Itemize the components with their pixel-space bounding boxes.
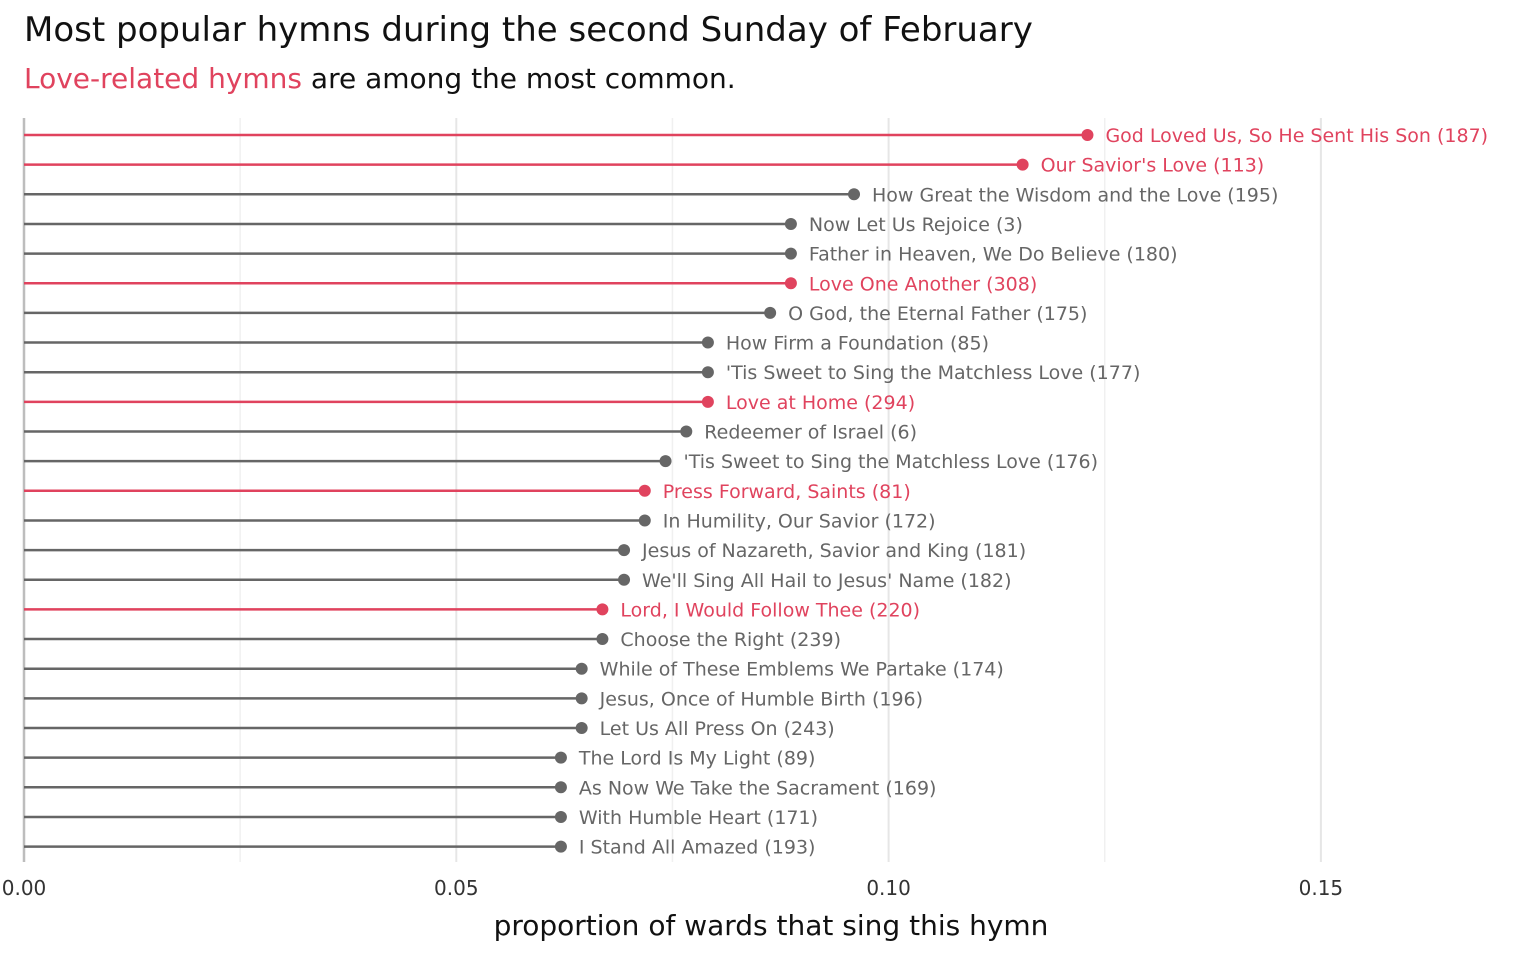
hymn-label: Love One Another (308) — [809, 273, 1037, 295]
subtitle-highlight: Love-related hymns — [24, 62, 303, 95]
lollipop-point — [596, 603, 609, 616]
hymn-label: Choose the Right (239) — [620, 629, 841, 651]
lollipop-point — [554, 810, 567, 823]
x-tick-label: 0.00 — [2, 876, 47, 900]
lollipop-point — [701, 366, 714, 379]
lollipop-point — [618, 573, 631, 586]
hymn-label: Our Savior's Love (113) — [1041, 155, 1265, 177]
lollipop-point — [575, 692, 588, 705]
chart-subtitle: Love-related hymns are among the most co… — [24, 62, 736, 95]
lollipop-point — [701, 336, 714, 349]
lollipop-point — [638, 484, 651, 497]
chart-title: Most popular hymns during the second Sun… — [24, 10, 1033, 50]
hymn-label: Redeemer of Israel (6) — [704, 422, 917, 444]
hymn-label: Jesus of Nazareth, Savior and King (181) — [641, 540, 1026, 562]
x-tick-label: 0.15 — [1299, 876, 1344, 900]
lollipop-point — [554, 781, 567, 794]
hymn-label: O God, the Eternal Father (175) — [788, 303, 1087, 325]
x-axis-title: proportion of wards that sing this hymn — [494, 909, 1049, 942]
lollipop-point — [784, 277, 797, 290]
hymn-label: Now Let Us Rejoice (3) — [809, 214, 1023, 236]
hymn-label: I Stand All Amazed (193) — [579, 837, 816, 859]
lollipop-point — [764, 306, 777, 319]
lollipop-point — [638, 514, 651, 527]
lollipop-point — [680, 425, 693, 438]
lollipop-point — [848, 188, 861, 201]
lollipop-point — [701, 395, 714, 408]
hymn-label: As Now We Take the Sacrament (169) — [579, 777, 937, 799]
x-axis: 0.00 0.05 0.10 0.15 — [2, 876, 1343, 900]
lollipop-point — [1081, 129, 1094, 141]
hymn-label: How Great the Wisdom and the Love (195) — [872, 184, 1278, 206]
hymn-label: How Firm a Foundation (85) — [726, 333, 989, 355]
hymn-label: Press Forward, Saints (81) — [663, 481, 911, 503]
lollipop-point — [784, 217, 797, 230]
lollipop-point — [554, 751, 567, 764]
hymn-label: We'll Sing All Hail to Jesus' Name (182) — [642, 570, 1011, 592]
lollipop-point — [575, 722, 588, 734]
hymn-label: Father in Heaven, We Do Believe (180) — [809, 244, 1178, 266]
hymn-label: Love at Home (294) — [726, 392, 915, 414]
x-tick-label: 0.10 — [866, 876, 911, 900]
x-tick-label: 0.05 — [434, 876, 479, 900]
hymn-label: The Lord Is My Light (89) — [578, 748, 816, 770]
lollipop-point — [554, 840, 567, 853]
hymn-label: 'Tis Sweet to Sing the Matchless Love (1… — [684, 451, 1098, 473]
hymn-label: Let Us All Press On (243) — [600, 718, 835, 740]
lollipop-point — [784, 247, 797, 260]
lollipop-point — [1016, 158, 1029, 171]
hymn-label: With Humble Heart (171) — [579, 807, 818, 829]
lollipop-point — [596, 633, 609, 646]
hymn-label: In Humility, Our Savior (172) — [663, 510, 936, 532]
hymn-label: Lord, I Would Follow Thee (220) — [620, 599, 920, 621]
chart-marks: God Loved Us, So He Sent His Son (187) Ou… — [24, 125, 1488, 859]
lollipop-point — [659, 455, 672, 468]
hymn-label: Jesus, Once of Humble Birth (196) — [599, 688, 923, 710]
hymn-label: 'Tis Sweet to Sing the Matchless Love (1… — [726, 362, 1140, 384]
hymn-label: God Loved Us, So He Sent His Son (187) — [1105, 125, 1488, 147]
hymn-label: While of These Emblems We Partake (174) — [600, 659, 1004, 681]
lollipop-point — [618, 544, 631, 557]
subtitle-rest: are among the most common. — [302, 62, 736, 95]
lollipop-point — [575, 662, 588, 675]
